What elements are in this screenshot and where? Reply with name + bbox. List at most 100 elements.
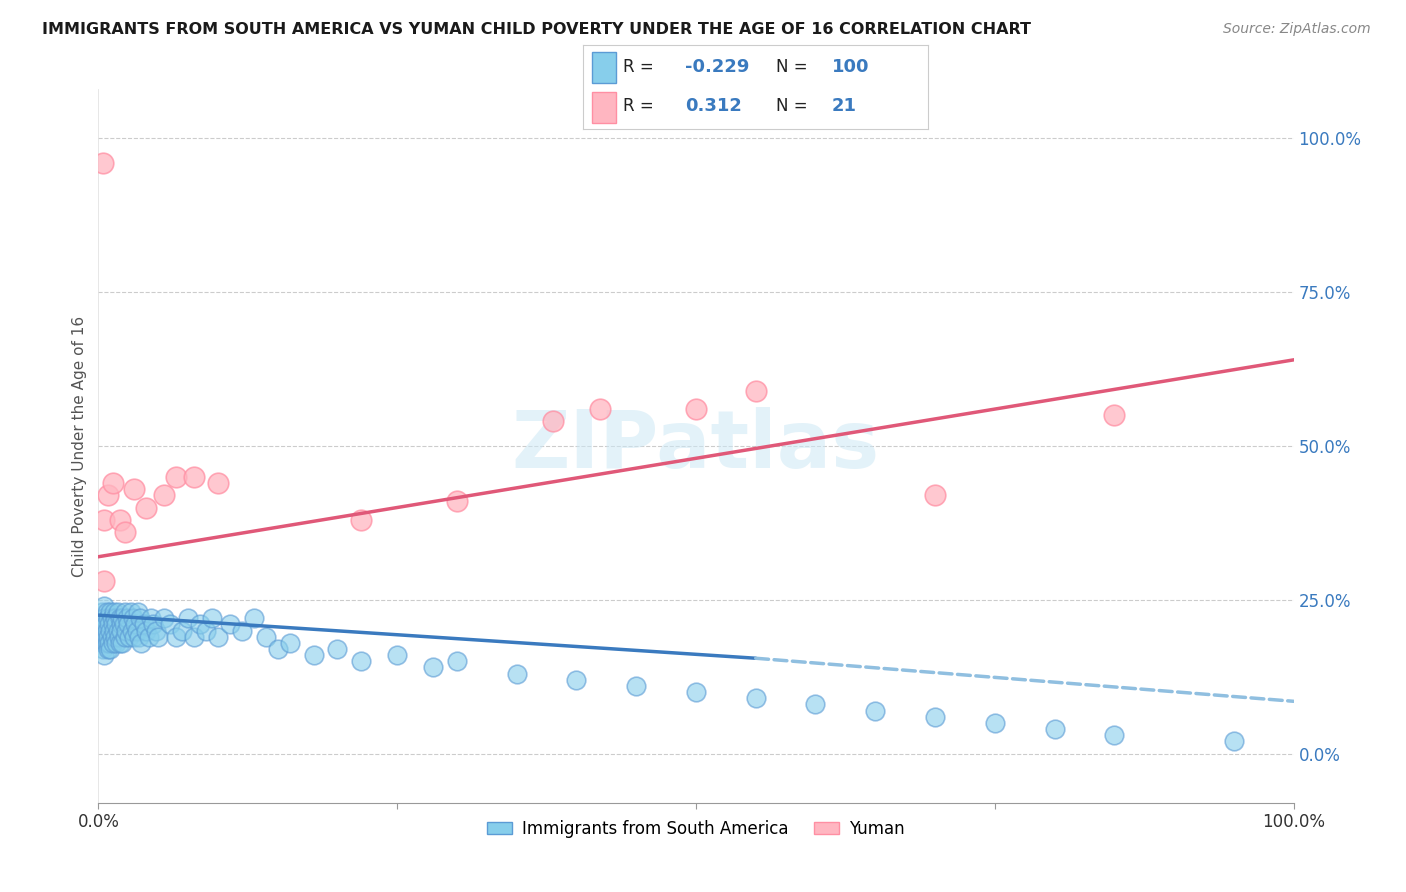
Point — [132, 617, 155, 632]
Point — [138, 630, 160, 644]
Point — [124, 617, 146, 632]
Point — [91, 611, 114, 625]
Point — [105, 617, 128, 632]
Point — [145, 624, 167, 638]
Point — [326, 642, 349, 657]
Point — [114, 525, 136, 540]
Point — [139, 611, 162, 625]
Point — [350, 654, 373, 668]
Point — [93, 611, 115, 625]
Point — [207, 475, 229, 490]
Point — [94, 617, 117, 632]
Point — [219, 617, 242, 632]
Point — [98, 642, 122, 657]
Point — [183, 630, 205, 644]
Point — [153, 488, 176, 502]
Point — [207, 630, 229, 644]
Point — [125, 624, 148, 638]
Point — [177, 611, 200, 625]
Point — [165, 630, 187, 644]
Point — [93, 636, 115, 650]
Point — [93, 599, 115, 613]
Point — [129, 611, 152, 625]
Point — [1223, 734, 1246, 748]
Point — [98, 636, 121, 650]
Point — [114, 630, 136, 644]
Point — [685, 685, 707, 699]
Point — [97, 611, 120, 625]
Point — [115, 624, 138, 638]
Point — [243, 611, 266, 625]
Point — [350, 513, 373, 527]
Point — [135, 624, 157, 638]
Point — [108, 513, 131, 527]
Point — [302, 648, 325, 662]
Point — [984, 715, 1007, 730]
Point — [745, 691, 768, 706]
Point — [115, 611, 138, 625]
Point — [142, 617, 165, 632]
Point — [254, 630, 277, 644]
Point — [114, 605, 136, 619]
Text: 100: 100 — [831, 59, 869, 77]
Point — [804, 698, 827, 712]
Point — [685, 402, 707, 417]
Y-axis label: Child Poverty Under the Age of 16: Child Poverty Under the Age of 16 — [72, 316, 87, 576]
Point — [93, 624, 115, 638]
Point — [94, 630, 117, 644]
Text: ZIPatlas: ZIPatlas — [512, 407, 880, 485]
Point — [98, 605, 122, 619]
Text: N =: N = — [776, 59, 808, 77]
Point — [103, 605, 125, 619]
Point — [91, 605, 114, 619]
Point — [1104, 728, 1126, 742]
Point — [112, 617, 135, 632]
Point — [97, 488, 120, 502]
Point — [93, 574, 115, 589]
Point — [91, 642, 114, 657]
Text: IMMIGRANTS FROM SOUTH AMERICA VS YUMAN CHILD POVERTY UNDER THE AGE OF 16 CORRELA: IMMIGRANTS FROM SOUTH AMERICA VS YUMAN C… — [42, 22, 1031, 37]
Point — [98, 617, 121, 632]
Point — [148, 630, 170, 644]
Point — [110, 624, 132, 638]
Point — [90, 617, 112, 632]
Point — [159, 617, 181, 632]
Point — [924, 709, 946, 723]
Point — [124, 630, 146, 644]
Legend: Immigrants from South America, Yuman: Immigrants from South America, Yuman — [481, 814, 911, 845]
Point — [91, 630, 114, 644]
Point — [195, 624, 218, 638]
Text: 0.312: 0.312 — [685, 97, 742, 115]
Point — [188, 617, 211, 632]
Point — [506, 666, 529, 681]
Point — [98, 624, 122, 638]
Text: 21: 21 — [831, 97, 856, 115]
Point — [172, 624, 194, 638]
Text: Source: ZipAtlas.com: Source: ZipAtlas.com — [1223, 22, 1371, 37]
Point — [101, 636, 124, 650]
Point — [96, 624, 118, 638]
Point — [745, 384, 768, 398]
Point — [626, 679, 648, 693]
FancyBboxPatch shape — [592, 53, 616, 83]
Point — [201, 611, 224, 625]
Point — [107, 630, 129, 644]
Point — [541, 414, 564, 428]
Text: R =: R = — [623, 97, 654, 115]
Point — [127, 605, 149, 619]
Point — [231, 624, 253, 638]
Point — [97, 642, 120, 657]
Point — [100, 630, 122, 644]
Point — [104, 611, 127, 625]
Point — [107, 624, 129, 638]
Point — [111, 636, 134, 650]
Point — [93, 513, 115, 527]
Text: -0.229: -0.229 — [685, 59, 749, 77]
Point — [117, 617, 139, 632]
Point — [128, 630, 150, 644]
Point — [107, 605, 129, 619]
Point — [93, 648, 115, 662]
Point — [101, 475, 124, 490]
Point — [446, 654, 468, 668]
Point — [121, 624, 143, 638]
